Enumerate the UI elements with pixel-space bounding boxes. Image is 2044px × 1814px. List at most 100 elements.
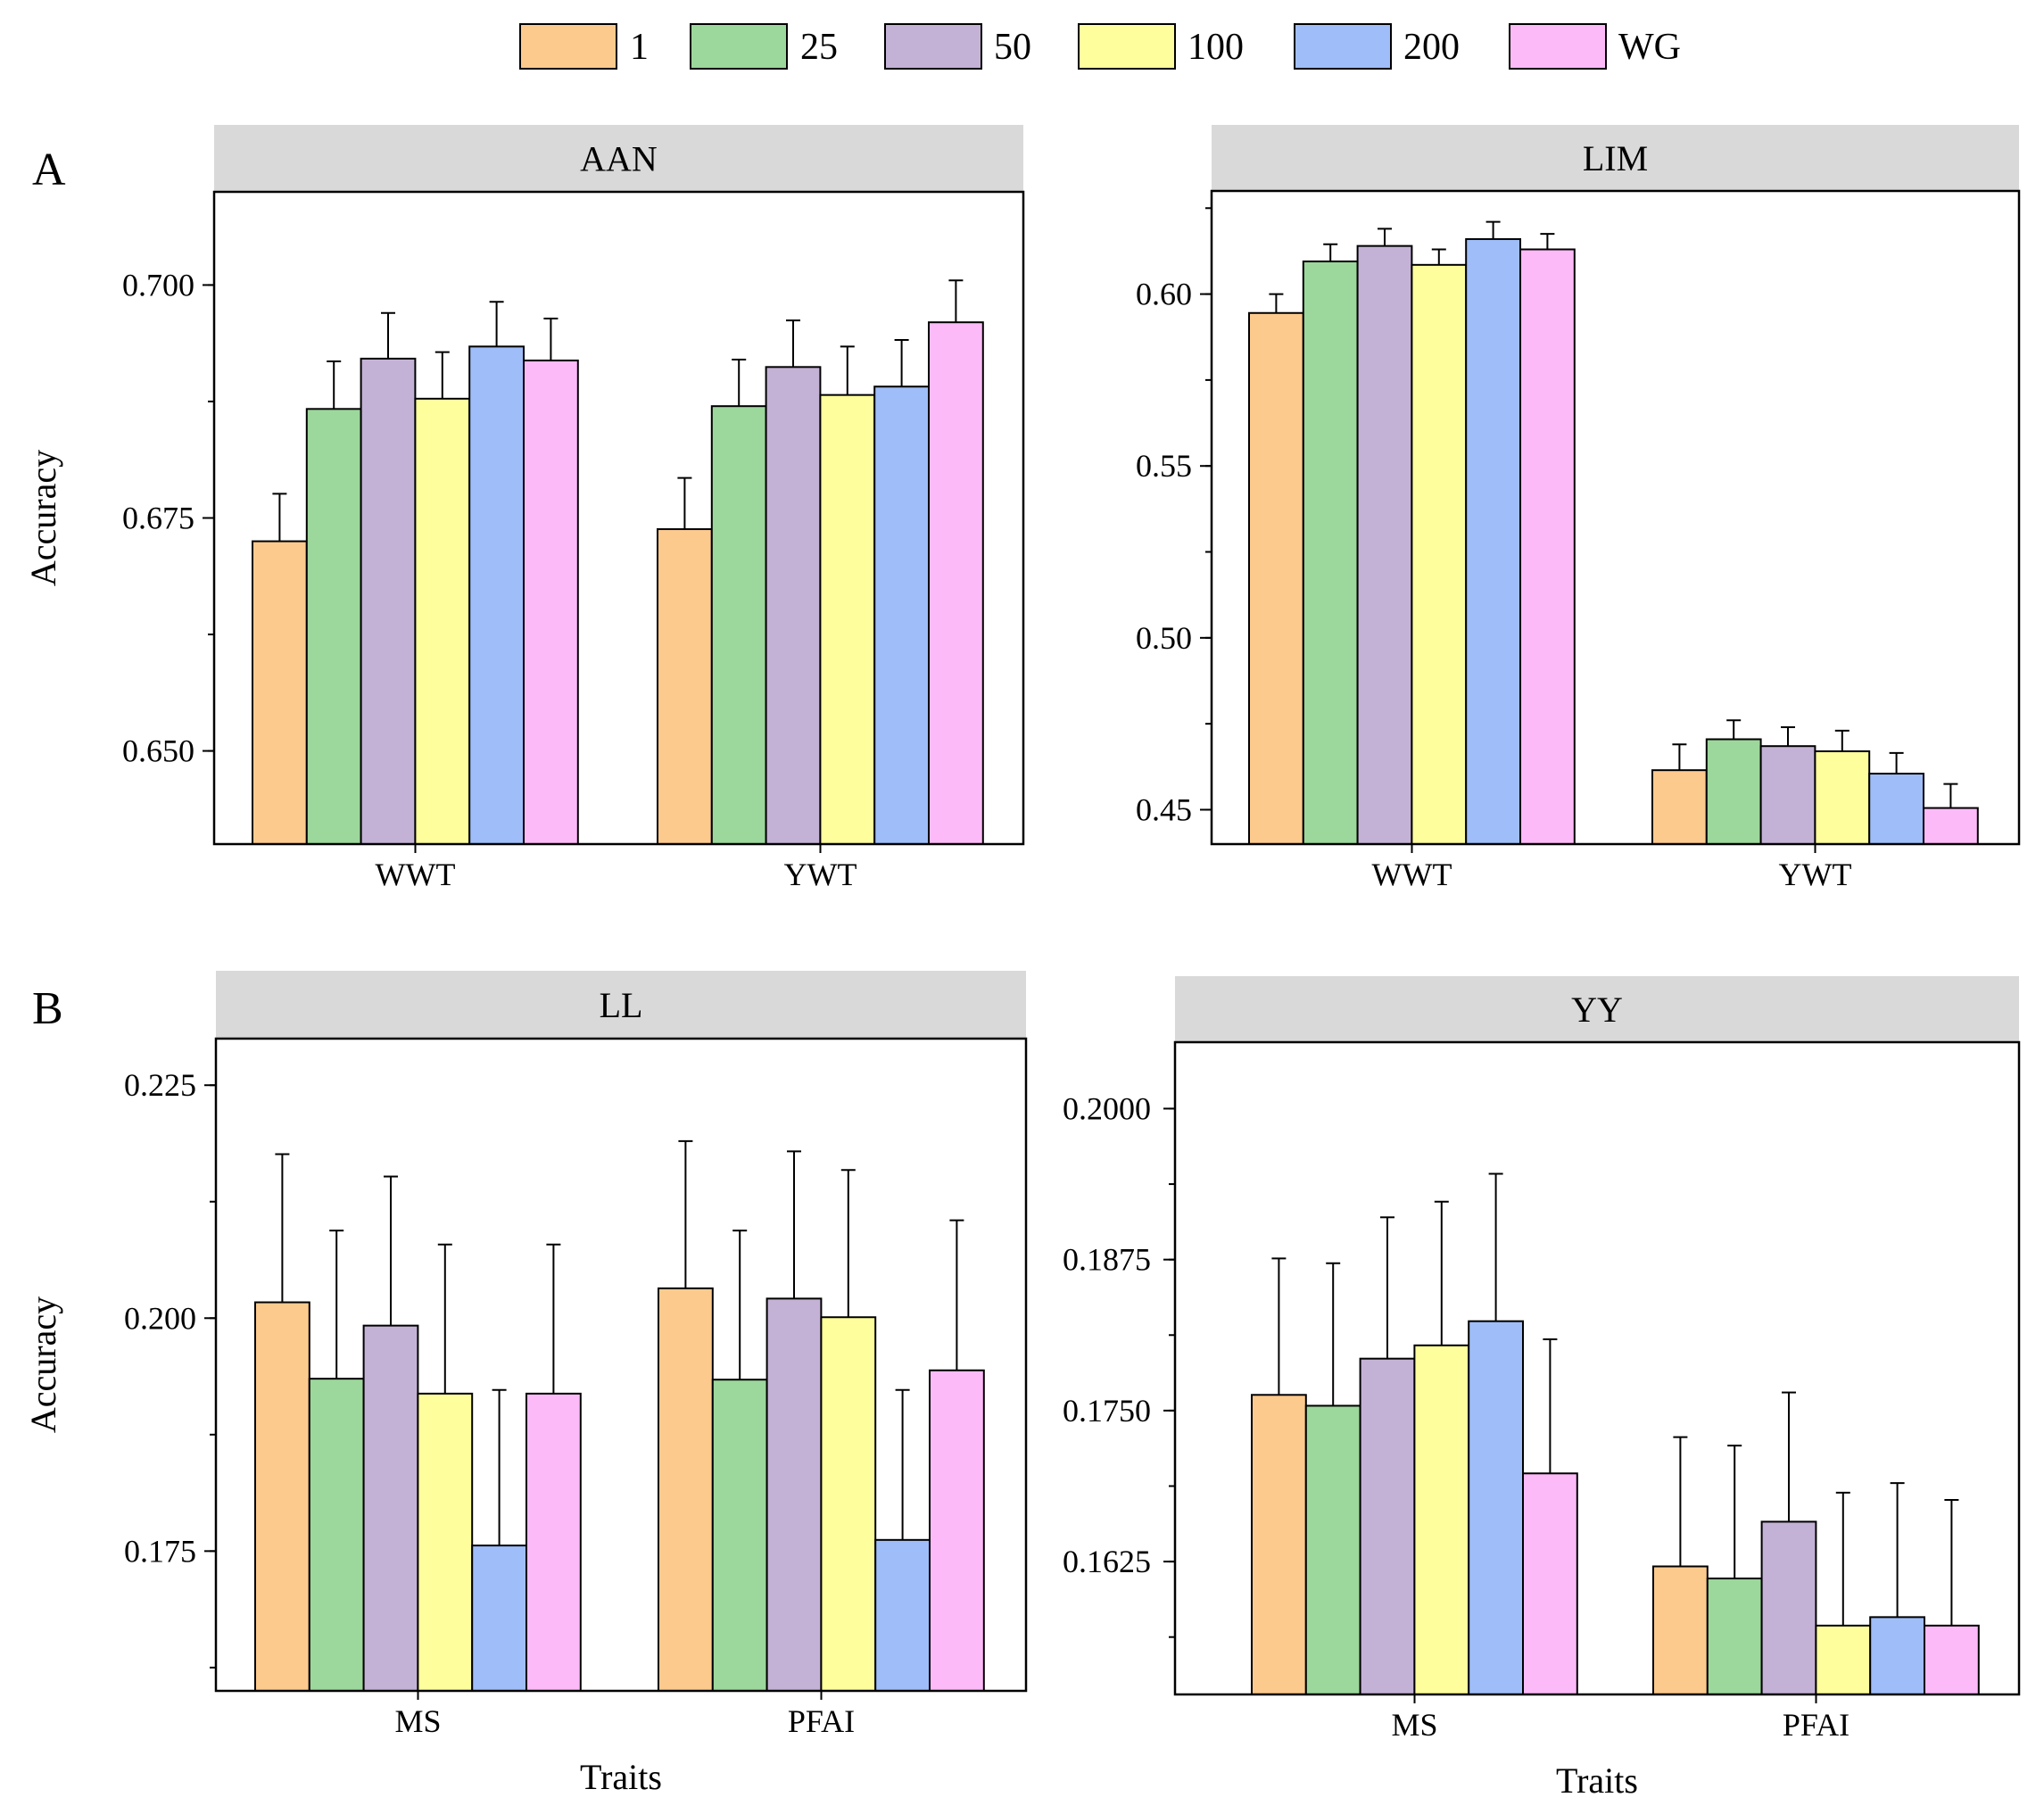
x-tick-label-pfai: PFAI [788, 1703, 855, 1739]
bar-ms-wg [1522, 1472, 1578, 1695]
facet-strip: LIM [1212, 125, 2019, 191]
bar-pfai-100 [820, 1316, 877, 1693]
plot-frame [1210, 189, 2021, 846]
bar-ywt-50 [1759, 745, 1816, 846]
legend-swatch-200 [1294, 23, 1392, 70]
bar-pfai-25 [711, 1379, 768, 1693]
chart-aan: AAN WWT YWT 0.650 0.675 0.700 Accuracy [23, 125, 1025, 892]
legend-item-100: 100 [1078, 23, 1244, 70]
legend-label-100: 100 [1188, 27, 1244, 68]
y-tick-label: 0.200 [124, 1300, 196, 1336]
legend-label-1: 1 [630, 27, 649, 68]
bar-pfai-200 [874, 1538, 931, 1692]
bar-ms-1 [1251, 1394, 1307, 1695]
bar-wwt-wg [1519, 248, 1576, 845]
bar-ms-25 [1304, 1404, 1361, 1696]
bar-ms-50 [1359, 1357, 1416, 1696]
facet-strip-background [1175, 976, 2019, 1042]
x-tick-label-ms: MS [1391, 1707, 1437, 1743]
legend-item-50: 50 [884, 23, 1031, 70]
bar-ms-200 [471, 1545, 528, 1692]
y-axis-title: Accuracy [23, 1296, 63, 1433]
bar-wwt-100 [414, 397, 471, 845]
bar-ms-100 [1413, 1344, 1470, 1696]
chart-yy: YY MS PFAI 0.1625 0.1750 0.1875 0.2000 Traits [1063, 976, 2021, 1801]
y-tick-label: 0.225 [124, 1067, 196, 1103]
x-tick-label-ms: MS [394, 1703, 441, 1739]
chart-ll: LL MS PFAI 0.175 0.200 0.225 Accuracy Traits [23, 971, 1028, 1797]
bar-pfai-1 [658, 1287, 714, 1692]
bar-ywt-wg [928, 321, 984, 845]
bar-wwt-wg [523, 360, 579, 846]
bar-pfai-wg [1924, 1624, 1980, 1695]
panel-letter-a: A [32, 145, 66, 195]
bar-ywt-100 [1814, 750, 1871, 845]
y-tick-label: 0.1750 [1063, 1393, 1151, 1429]
legend-swatch-50 [884, 23, 982, 70]
bars [252, 279, 984, 846]
bar-ywt-100 [819, 393, 876, 845]
facet-title: AAN [580, 139, 658, 179]
bar-pfai-wg [929, 1369, 985, 1693]
bar-ms-200 [1468, 1320, 1524, 1695]
bar-ms-wg [525, 1392, 582, 1692]
legend-item-200: 200 [1294, 23, 1460, 70]
bar-wwt-50 [360, 357, 417, 846]
y-tick-label: 0.50 [1136, 620, 1192, 656]
facet-title: LIM [1583, 138, 1648, 178]
bar-ms-50 [362, 1324, 419, 1692]
facet-strip-background [216, 971, 1026, 1039]
bar-ywt-1 [657, 528, 713, 845]
bar-ywt-200 [873, 385, 931, 845]
y-tick-label: 0.1625 [1063, 1544, 1151, 1579]
y-tick-label: 0.1875 [1063, 1242, 1151, 1278]
y-tick-label: 0.2000 [1063, 1090, 1151, 1126]
y-tick-label: 0.675 [122, 501, 194, 536]
bar-pfai-50 [765, 1297, 823, 1692]
x-axis-title: Traits [580, 1757, 662, 1797]
bar-ywt-25 [1705, 738, 1762, 846]
bar-ywt-25 [710, 405, 767, 845]
y-tick-label: 0.60 [1136, 277, 1192, 312]
legend-swatch-100 [1078, 23, 1176, 70]
y-tick-label: 0.700 [122, 267, 194, 302]
bar-wwt-200 [468, 345, 525, 845]
x-axis-title: Traits [1556, 1760, 1638, 1801]
x-tick-label-ywt: YWT [784, 857, 857, 892]
bar-pfai-25 [1706, 1578, 1763, 1695]
x-tick-label-ywt: YWT [1779, 857, 1852, 892]
y-tick-label: 0.650 [122, 733, 194, 769]
bar-wwt-1 [252, 540, 308, 845]
bars [1248, 220, 1979, 846]
bar-wwt-50 [1356, 244, 1413, 846]
legend-swatch-25 [690, 23, 788, 70]
legend-label-50: 50 [994, 27, 1031, 68]
facet-title: LL [600, 985, 643, 1025]
panel-letter-b: B [32, 983, 63, 1034]
bars [1251, 1172, 1980, 1696]
bars [254, 1139, 985, 1693]
y-tick-label: 0.55 [1136, 448, 1192, 484]
bar-ms-25 [308, 1378, 365, 1693]
bar-wwt-25 [305, 408, 362, 845]
bar-wwt-25 [1302, 260, 1359, 845]
bar-ywt-1 [1651, 769, 1708, 845]
bar-wwt-100 [1411, 263, 1468, 845]
bar-pfai-50 [1760, 1520, 1817, 1696]
legend-swatch-wg [1509, 23, 1607, 70]
facet-strip-background [214, 125, 1023, 192]
legend-item-25: 25 [690, 23, 838, 70]
facet-strip-background [1212, 125, 2019, 191]
legend-swatch-1 [519, 23, 617, 70]
plot-frame [1173, 1040, 2021, 1696]
legend: 1 25 50 100 200 WG [519, 23, 1681, 70]
y-tick-label: 0.175 [124, 1533, 196, 1569]
x-tick-label-pfai: PFAI [1783, 1707, 1850, 1743]
legend-label-200: 200 [1403, 27, 1460, 68]
legend-item-1: 1 [519, 23, 649, 70]
x-tick-label-wwt: WWT [1372, 857, 1452, 892]
y-tick-label: 0.45 [1136, 791, 1192, 827]
facet-title: YY [1571, 990, 1623, 1030]
y-axis-title: Accuracy [23, 450, 63, 586]
